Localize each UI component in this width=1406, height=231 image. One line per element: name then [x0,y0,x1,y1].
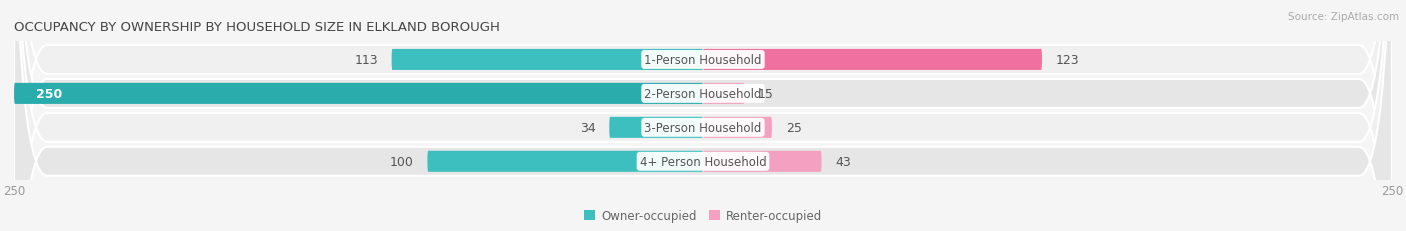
Text: 3-Person Household: 3-Person Household [644,121,762,134]
FancyBboxPatch shape [703,83,744,104]
Text: 25: 25 [786,121,801,134]
FancyBboxPatch shape [703,50,1042,71]
FancyBboxPatch shape [14,0,1392,231]
FancyBboxPatch shape [609,117,703,138]
Text: 100: 100 [389,155,413,168]
FancyBboxPatch shape [703,151,821,172]
FancyBboxPatch shape [392,50,703,71]
Text: 113: 113 [354,54,378,67]
Text: 15: 15 [758,88,773,100]
FancyBboxPatch shape [14,83,703,104]
Text: 1-Person Household: 1-Person Household [644,54,762,67]
Text: Source: ZipAtlas.com: Source: ZipAtlas.com [1288,12,1399,21]
FancyBboxPatch shape [14,0,1392,231]
FancyBboxPatch shape [14,0,1392,231]
Text: 123: 123 [1056,54,1080,67]
Text: 2-Person Household: 2-Person Household [644,88,762,100]
Legend: Owner-occupied, Renter-occupied: Owner-occupied, Renter-occupied [579,205,827,227]
Text: OCCUPANCY BY OWNERSHIP BY HOUSEHOLD SIZE IN ELKLAND BOROUGH: OCCUPANCY BY OWNERSHIP BY HOUSEHOLD SIZE… [14,21,501,33]
FancyBboxPatch shape [703,117,772,138]
Text: 4+ Person Household: 4+ Person Household [640,155,766,168]
Text: 43: 43 [835,155,851,168]
Text: 250: 250 [37,88,62,100]
Text: 34: 34 [579,121,596,134]
FancyBboxPatch shape [14,0,1392,231]
FancyBboxPatch shape [427,151,703,172]
